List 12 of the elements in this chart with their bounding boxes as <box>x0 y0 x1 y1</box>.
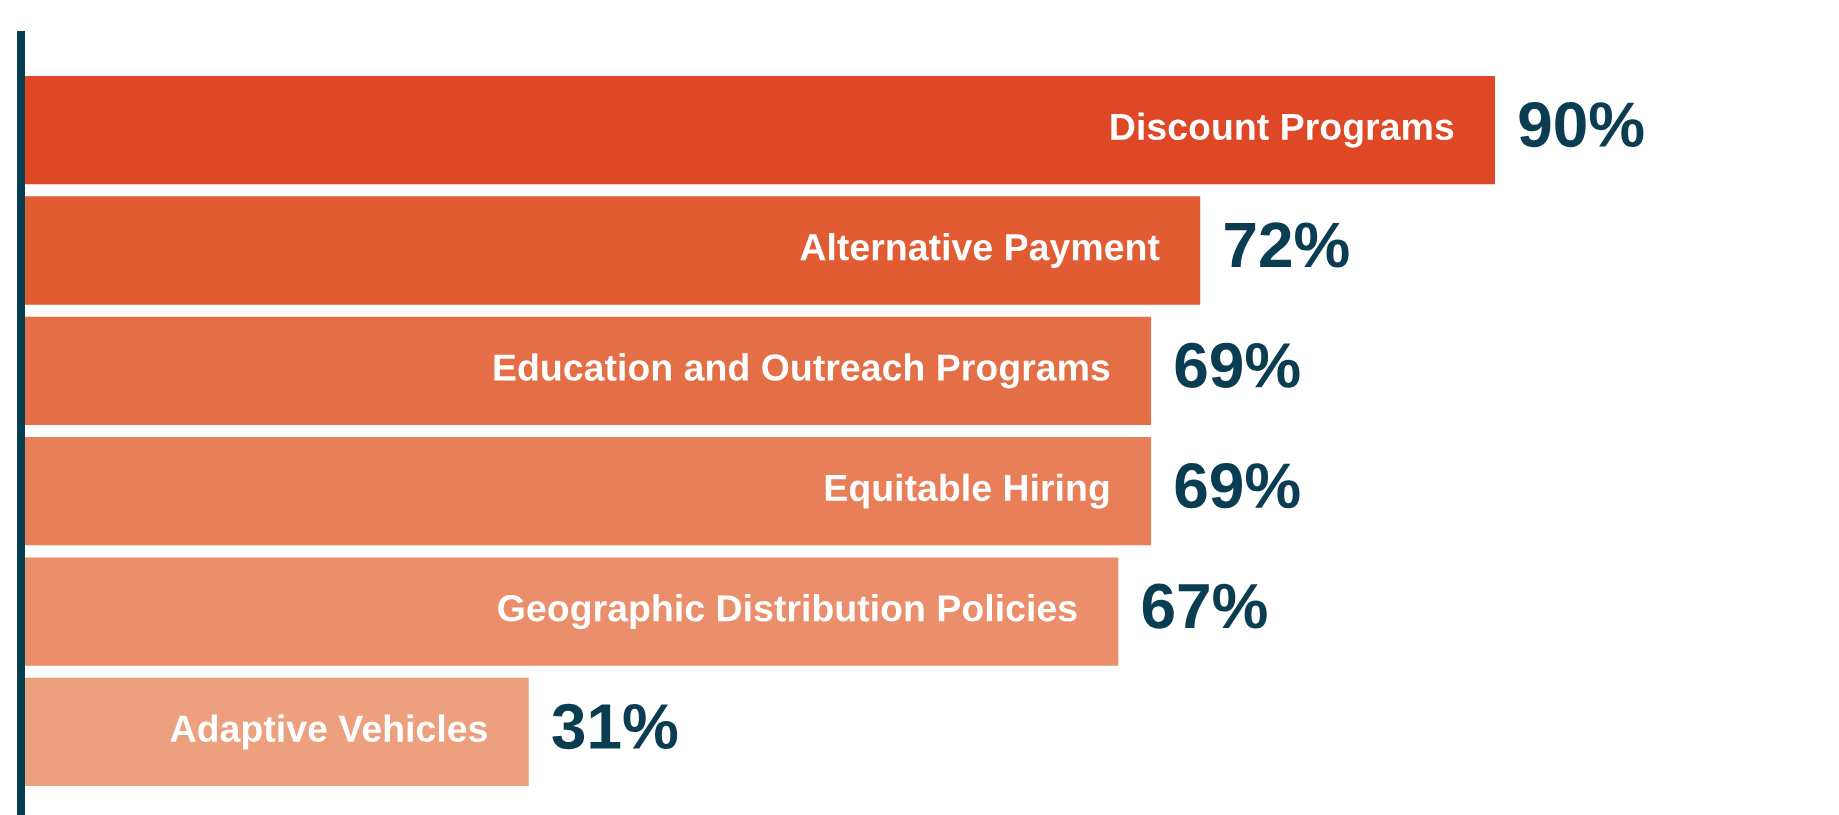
y-tick-label: Adaptive Vehicles <box>170 714 487 750</box>
y-tick-label: Alternative Payment <box>800 232 1160 268</box>
y-tick-label: Geographic Distribution Policies <box>498 594 1077 630</box>
data-label: 67% <box>1142 583 1267 629</box>
data-label: 72% <box>1225 222 1349 268</box>
y-tick-label: Education and Outreach Programs <box>494 353 1110 389</box>
y-tick-label: Discount Programs <box>1111 112 1454 148</box>
data-label: 69% <box>1175 342 1300 388</box>
y-tick-label: Equitable Hiring <box>825 473 1109 509</box>
data-label: 90% <box>1519 102 1644 148</box>
data-label: 69% <box>1175 463 1300 509</box>
data-label: 31% <box>552 703 678 750</box>
